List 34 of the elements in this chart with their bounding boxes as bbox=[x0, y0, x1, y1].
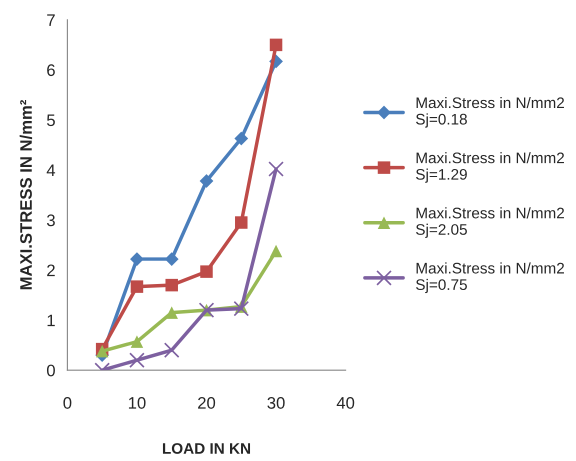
x-axis-title: LOAD IN KN bbox=[162, 443, 250, 454]
y-tick-label: 5 bbox=[46, 114, 55, 126]
point bbox=[164, 252, 179, 266]
y-axis-title: MAXI.STRESS IN N/mm² bbox=[20, 100, 32, 290]
y-tick-label: 2 bbox=[47, 264, 55, 276]
legend-label: Maxi.Stress in N/mm2 Sj=2.05 bbox=[416, 207, 564, 238]
x-tick-label: 40 bbox=[336, 397, 354, 409]
point bbox=[130, 280, 144, 293]
point bbox=[130, 335, 144, 348]
x-tick-label: 0 bbox=[63, 397, 72, 409]
x-tick-label: 30 bbox=[267, 397, 285, 409]
point bbox=[268, 161, 284, 177]
y-tick-label: 7 bbox=[47, 14, 55, 26]
y-tick-label: 1 bbox=[48, 314, 55, 326]
point bbox=[165, 278, 178, 292]
point bbox=[130, 252, 144, 266]
y-tick-label: 6 bbox=[47, 64, 55, 76]
point bbox=[200, 265, 213, 278]
legend-label: Maxi.Stress in N/mm2 Sj=1.29 bbox=[416, 152, 564, 183]
point bbox=[200, 174, 214, 188]
point bbox=[234, 132, 248, 146]
point bbox=[164, 342, 180, 358]
y-tick-label: 4 bbox=[46, 164, 56, 176]
point bbox=[129, 352, 145, 368]
y-tick-label: 0 bbox=[46, 364, 55, 376]
point bbox=[235, 216, 248, 229]
point bbox=[270, 244, 282, 258]
point bbox=[270, 38, 282, 52]
x-tick-label: 10 bbox=[128, 397, 146, 409]
legend-label: Maxi.Stress in N/mm2 Sj=0.18 bbox=[416, 96, 564, 128]
x-tick-label: 20 bbox=[198, 397, 216, 409]
y-tick-label: 3 bbox=[46, 214, 55, 226]
point bbox=[233, 300, 250, 316]
legend-label: Maxi.Stress in N/mm2 Sj=0.75 bbox=[416, 262, 564, 294]
